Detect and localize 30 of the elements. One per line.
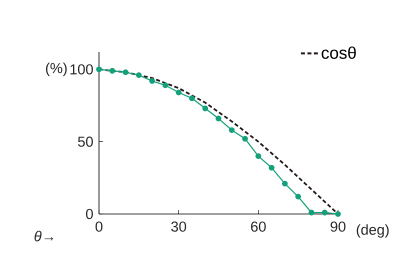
x-tick-label: 30 — [171, 222, 186, 232]
x-tick-label: 90 — [330, 222, 346, 232]
text: θ→ — [34, 230, 54, 242]
point — [109, 68, 116, 74]
point — [295, 194, 302, 200]
point — [228, 127, 235, 133]
point — [242, 136, 248, 142]
point — [189, 95, 195, 102]
point — [176, 90, 182, 96]
point — [216, 116, 222, 122]
y-tick-label: 50 — [78, 136, 93, 147]
point — [149, 78, 155, 84]
point — [322, 210, 328, 216]
y-tick-label: 100 — [70, 64, 93, 74]
point — [96, 66, 102, 72]
x-tick-label: 60 — [251, 222, 266, 232]
point — [202, 106, 208, 112]
point — [122, 69, 128, 76]
x-axis-title: (deg) — [356, 224, 389, 238]
point — [282, 180, 288, 187]
y-tick-label: 0 — [86, 208, 93, 220]
point — [136, 72, 142, 78]
point — [308, 210, 314, 216]
legend-label: cosθ — [322, 46, 356, 59]
point — [255, 153, 262, 160]
point — [335, 211, 341, 217]
point — [268, 164, 274, 171]
point — [162, 82, 168, 88]
x-tick-label: 0 — [96, 222, 102, 232]
y-axis-title: (%) — [46, 62, 67, 76]
